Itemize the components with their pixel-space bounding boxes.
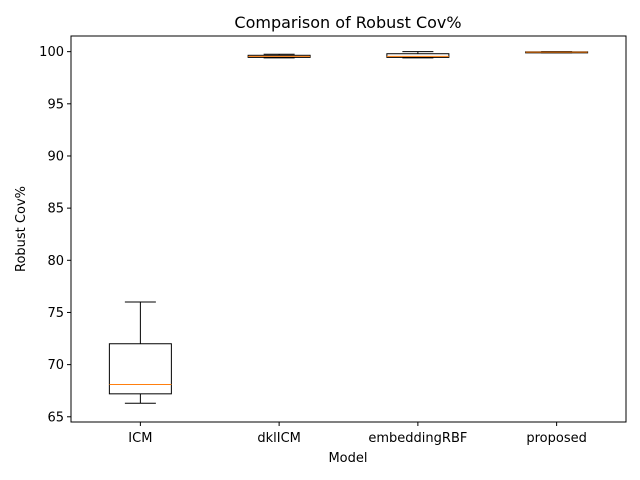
x-axis-ticks: ICM dklICM embeddingRBF proposed <box>128 422 587 446</box>
y-axis-ticks: 65 70 75 80 85 90 95 100 <box>39 45 71 425</box>
y-tick-label: 80 <box>47 254 64 269</box>
y-tick-label: 85 <box>47 202 64 217</box>
x-tick-label: proposed <box>526 431 587 446</box>
y-tick-label: 70 <box>47 358 64 373</box>
x-axis-label: Model <box>328 451 367 466</box>
box-dklICM <box>247 53 311 59</box>
y-tick-label: 75 <box>47 306 64 321</box>
x-tick-label: embeddingRBF <box>368 431 467 446</box>
y-tick-label: 65 <box>47 410 64 425</box>
box-ICM <box>108 301 172 404</box>
y-axis-label: Robust Cov% <box>14 186 29 272</box>
box-iqr <box>386 53 450 58</box>
x-tick-label: ICM <box>128 431 152 446</box>
y-tick-label: 95 <box>47 97 64 112</box>
y-tick-label: 90 <box>47 149 64 164</box>
box-iqr <box>108 343 172 395</box>
box-proposed <box>525 51 589 54</box>
boxes-group <box>108 51 589 404</box>
box-embeddingRBF <box>386 51 450 59</box>
plot-area-frame <box>70 35 627 423</box>
chart-title: Comparison of Robust Cov% <box>234 13 461 32</box>
y-tick-label: 100 <box>39 45 64 60</box>
x-tick-label: dklICM <box>257 431 301 446</box>
